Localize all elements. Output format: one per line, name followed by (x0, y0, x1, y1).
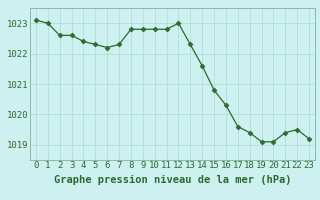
X-axis label: Graphe pression niveau de la mer (hPa): Graphe pression niveau de la mer (hPa) (54, 175, 291, 185)
